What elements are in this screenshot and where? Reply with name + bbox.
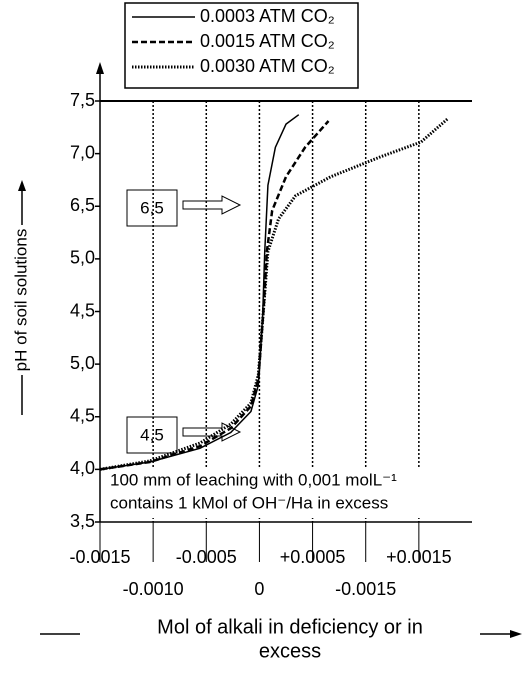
y-tick-label: 4,0 [70, 458, 95, 478]
y-label-arrow [18, 180, 26, 191]
y-tick-label: 4,5 [70, 300, 95, 320]
annotation-box [126, 189, 178, 227]
x-tick-label: +0.0015 [386, 547, 452, 567]
x-tick-label: -0.0010 [123, 579, 184, 599]
annotation-arrow [182, 195, 242, 215]
legend-label: 0.0030 ATM CO₂ [200, 56, 335, 76]
x-tick-label: -0.0015 [335, 579, 396, 599]
x-axis-label: Mol of alkali in deficiency or in [157, 616, 423, 638]
note: contains 1 kMol of OH⁻/Ha in excess [110, 493, 388, 512]
y-axis-label: pH of soil solutions [11, 229, 30, 372]
y-tick-label: 3,5 [70, 511, 95, 531]
y-tick-label: 5,0 [70, 353, 95, 373]
y-tick-label: 5,0 [70, 248, 95, 268]
x-tick-label: -0.0015 [69, 547, 130, 567]
annotation-arrow [182, 422, 242, 442]
y-tick-label: 7,0 [70, 142, 95, 162]
x-tick-label: 0 [254, 579, 264, 599]
note-box [103, 468, 469, 518]
x-axis-label: excess [259, 640, 321, 662]
x-tick-label: +0.0005 [280, 547, 346, 567]
annotation-box [126, 416, 178, 454]
note: 100 mm of leaching with 0,001 molL⁻¹ [110, 470, 397, 489]
y-tick-label: 6,5 [70, 195, 95, 215]
x-label-arrow [510, 630, 522, 638]
legend-label: 0.0003 ATM CO₂ [200, 6, 335, 26]
x-tick-label: -0.0005 [176, 547, 237, 567]
legend-label: 0.0015 ATM CO₂ [200, 31, 335, 51]
annotation: 6,5 [140, 198, 164, 217]
annotation: 4,5 [140, 425, 164, 444]
y-tick-label: 4,5 [70, 406, 95, 426]
y-axis-arrow [96, 62, 104, 74]
line [99, 120, 330, 471]
y-tick-label: 7,5 [70, 90, 95, 110]
line [99, 114, 300, 471]
